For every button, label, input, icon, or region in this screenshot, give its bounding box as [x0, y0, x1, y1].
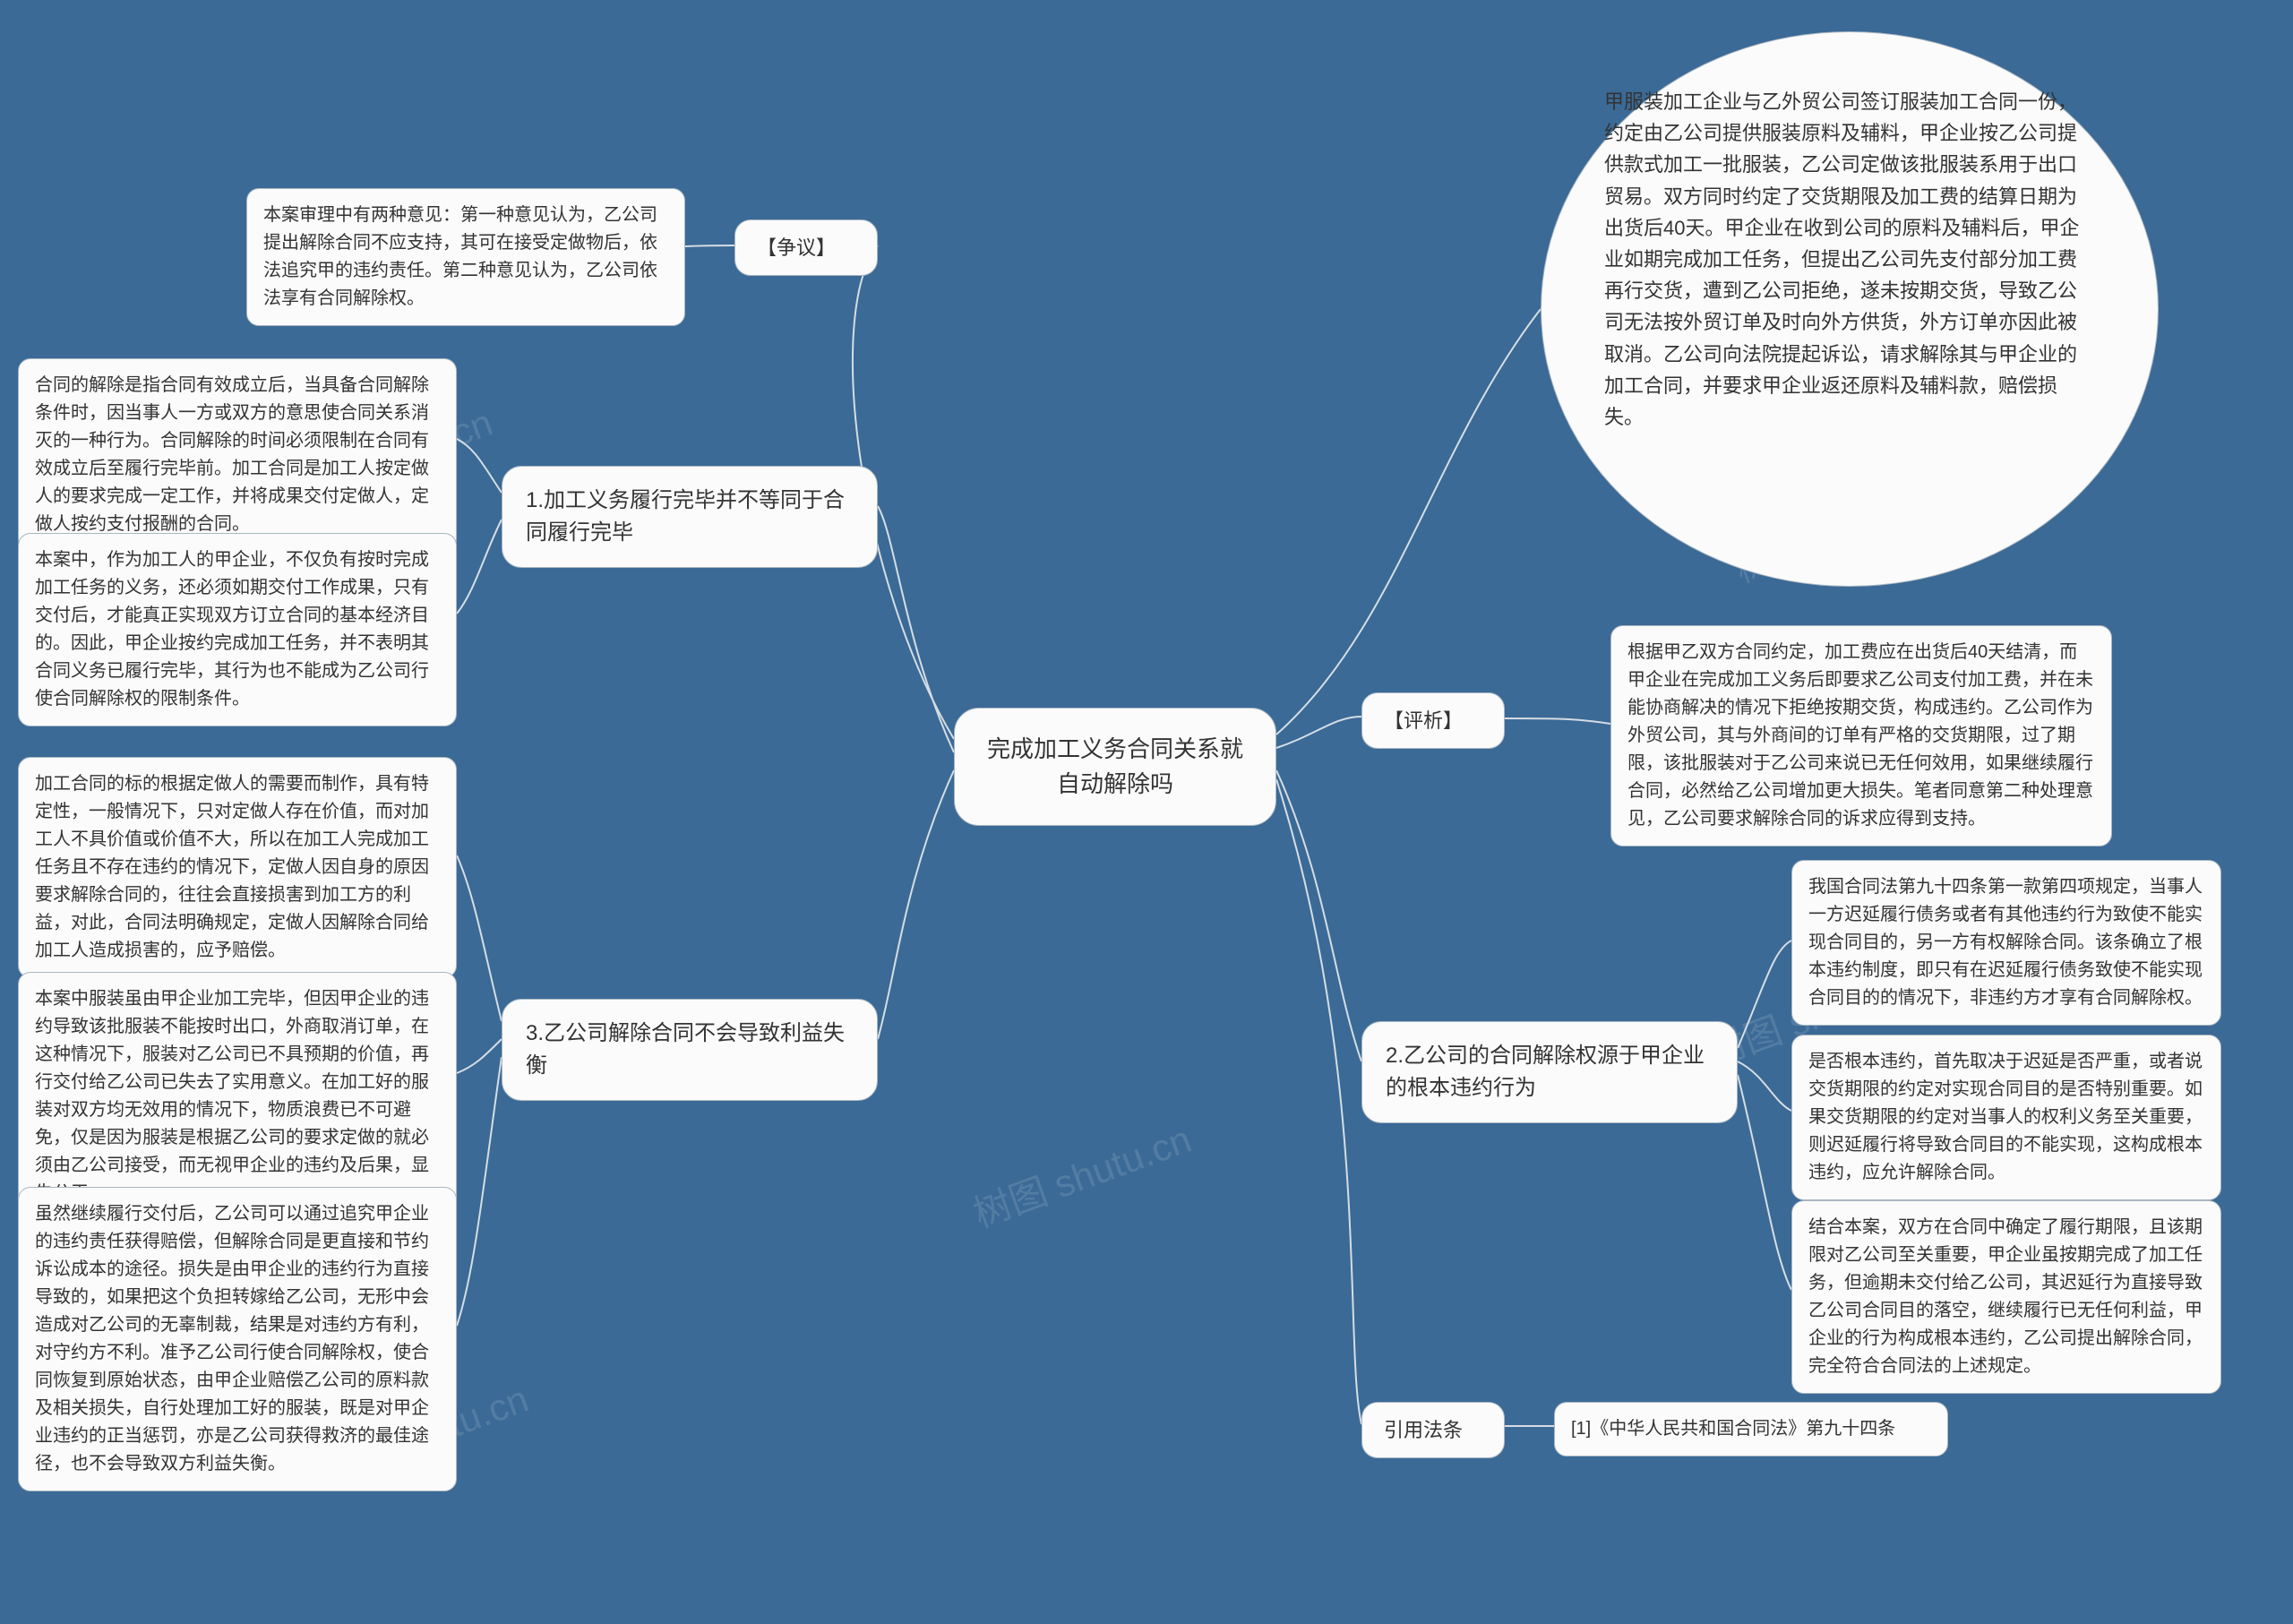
leaf-r2-2[interactable]: 是否根本违约，首先取决于迟延是否严重，或者说交货期限的约定对实现合同目的是否特别… — [1791, 1035, 2221, 1200]
branch-left-1-label: 1.加工义务履行完毕并不等同于合同履行完毕 — [526, 488, 845, 545]
leaf-l1-2[interactable]: 本案中，作为加工人的甲企业，不仅负有按时完成加工任务的义务，还必须如期交付工作成… — [18, 533, 457, 726]
branch-right-2[interactable]: 2.乙公司的合同解除权源于甲企业的根本违约行为 — [1361, 1021, 1738, 1123]
leaf-zhengyi-1[interactable]: 本案审理中有两种意见：第一种意见认为，乙公司提出解除合同不应支持，其可在接受定做… — [246, 188, 685, 326]
leaf-text: 加工合同的标的根据定做人的需要而制作，具有特定性，一般情况下，只对定做人存在价值… — [35, 774, 429, 960]
leaf-text: [1]《中华人民共和国合同法》第九十四条 — [1571, 1419, 1895, 1439]
branch-left-3-label: 3.乙公司解除合同不会导致利益失衡 — [526, 1021, 845, 1078]
leaf-text: 本案中，作为加工人的甲企业，不仅负有按时完成加工任务的义务，还必须如期交付工作成… — [35, 550, 429, 709]
leaf-r2-3[interactable]: 结合本案，双方在合同中确定了履行期限，且该期限对乙公司至关重要，甲企业虽按期完成… — [1791, 1200, 2221, 1394]
leaf-text: 我国合同法第九十四条第一款第四项规定，当事人一方迟延履行债务或者有其他违约行为致… — [1808, 877, 2203, 1008]
center-label: 完成加工义务合同关系就自动解除吗 — [987, 735, 1243, 797]
leaf-l3-1[interactable]: 加工合同的标的根据定做人的需要而制作，具有特定性，一般情况下，只对定做人存在价值… — [18, 757, 457, 978]
leaf-text: 合同的解除是指合同有效成立后，当具备合同解除条件时，因当事人一方或双方的意思使合… — [35, 375, 429, 534]
leaf-l3-2[interactable]: 本案中服装虽由甲企业加工完毕，但因甲企业的违约导致该批服装不能按时出口，外商取消… — [18, 972, 457, 1221]
leaf-text: 结合本案，双方在合同中确定了履行期限，且该期限对乙公司至关重要，甲企业虽按期完成… — [1808, 1217, 2203, 1376]
leaf-text: 本案中服装虽由甲企业加工完毕，但因甲企业的违约导致该批服装不能按时出口，外商取消… — [35, 989, 429, 1203]
leaf-l3-3[interactable]: 虽然继续履行交付后，乙公司可以通过追究甲企业的违约责任获得赔偿，但解除合同是更直… — [18, 1187, 457, 1491]
branch-right-2-label: 2.乙公司的合同解除权源于甲企业的根本违约行为 — [1386, 1044, 1705, 1100]
branch-zhengyi-label: 【争议】 — [757, 236, 836, 259]
branch-pingxi-label: 【评析】 — [1384, 709, 1463, 732]
leaf-text: 根据甲乙双方合同约定，加工费应在出货后40天结清，而甲企业在完成加工义务后即要求… — [1627, 642, 2093, 829]
branch-pingxi[interactable]: 【评析】 — [1361, 692, 1505, 749]
leaf-text: 是否根本违约，首先取决于迟延是否严重，或者说交货期限的约定对实现合同目的是否特别… — [1808, 1052, 2203, 1182]
branch-left-3[interactable]: 3.乙公司解除合同不会导致利益失衡 — [502, 999, 878, 1101]
case-facts-text: 甲服装加工企业与乙外贸公司签订服装加工合同一份，约定由乙公司提供服装原料及辅料，… — [1604, 90, 2079, 428]
leaf-citation-1[interactable]: [1]《中华人民共和国合同法》第九十四条 — [1554, 1402, 1948, 1456]
watermark: 树图 shutu.cn — [965, 1109, 1198, 1238]
branch-citation-label: 引用法条 — [1384, 1419, 1463, 1441]
branch-citation[interactable]: 引用法条 — [1361, 1402, 1505, 1458]
leaf-r2-1[interactable]: 我国合同法第九十四条第一款第四项规定，当事人一方迟延履行债务或者有其他违约行为致… — [1791, 860, 2221, 1026]
leaf-pingxi-1[interactable]: 根据甲乙双方合同约定，加工费应在出货后40天结清，而甲企业在完成加工义务后即要求… — [1610, 625, 2112, 846]
leaf-l1-1[interactable]: 合同的解除是指合同有效成立后，当具备合同解除条件时，因当事人一方或双方的意思使合… — [18, 358, 457, 552]
branch-zhengyi[interactable]: 【争议】 — [734, 219, 878, 276]
branch-left-1[interactable]: 1.加工义务履行完毕并不等同于合同履行完毕 — [502, 466, 878, 568]
leaf-text: 虽然继续履行交付后，乙公司可以通过追究甲企业的违约责任获得赔偿，但解除合同是更直… — [35, 1204, 429, 1474]
case-facts-ellipse[interactable]: 甲服装加工企业与乙外贸公司签订服装加工合同一份，约定由乙公司提供服装原料及辅料，… — [1541, 31, 2159, 587]
center-topic[interactable]: 完成加工义务合同关系就自动解除吗 — [954, 708, 1276, 826]
leaf-text: 本案审理中有两种意见：第一种意见认为，乙公司提出解除合同不应支持，其可在接受定做… — [263, 205, 657, 308]
